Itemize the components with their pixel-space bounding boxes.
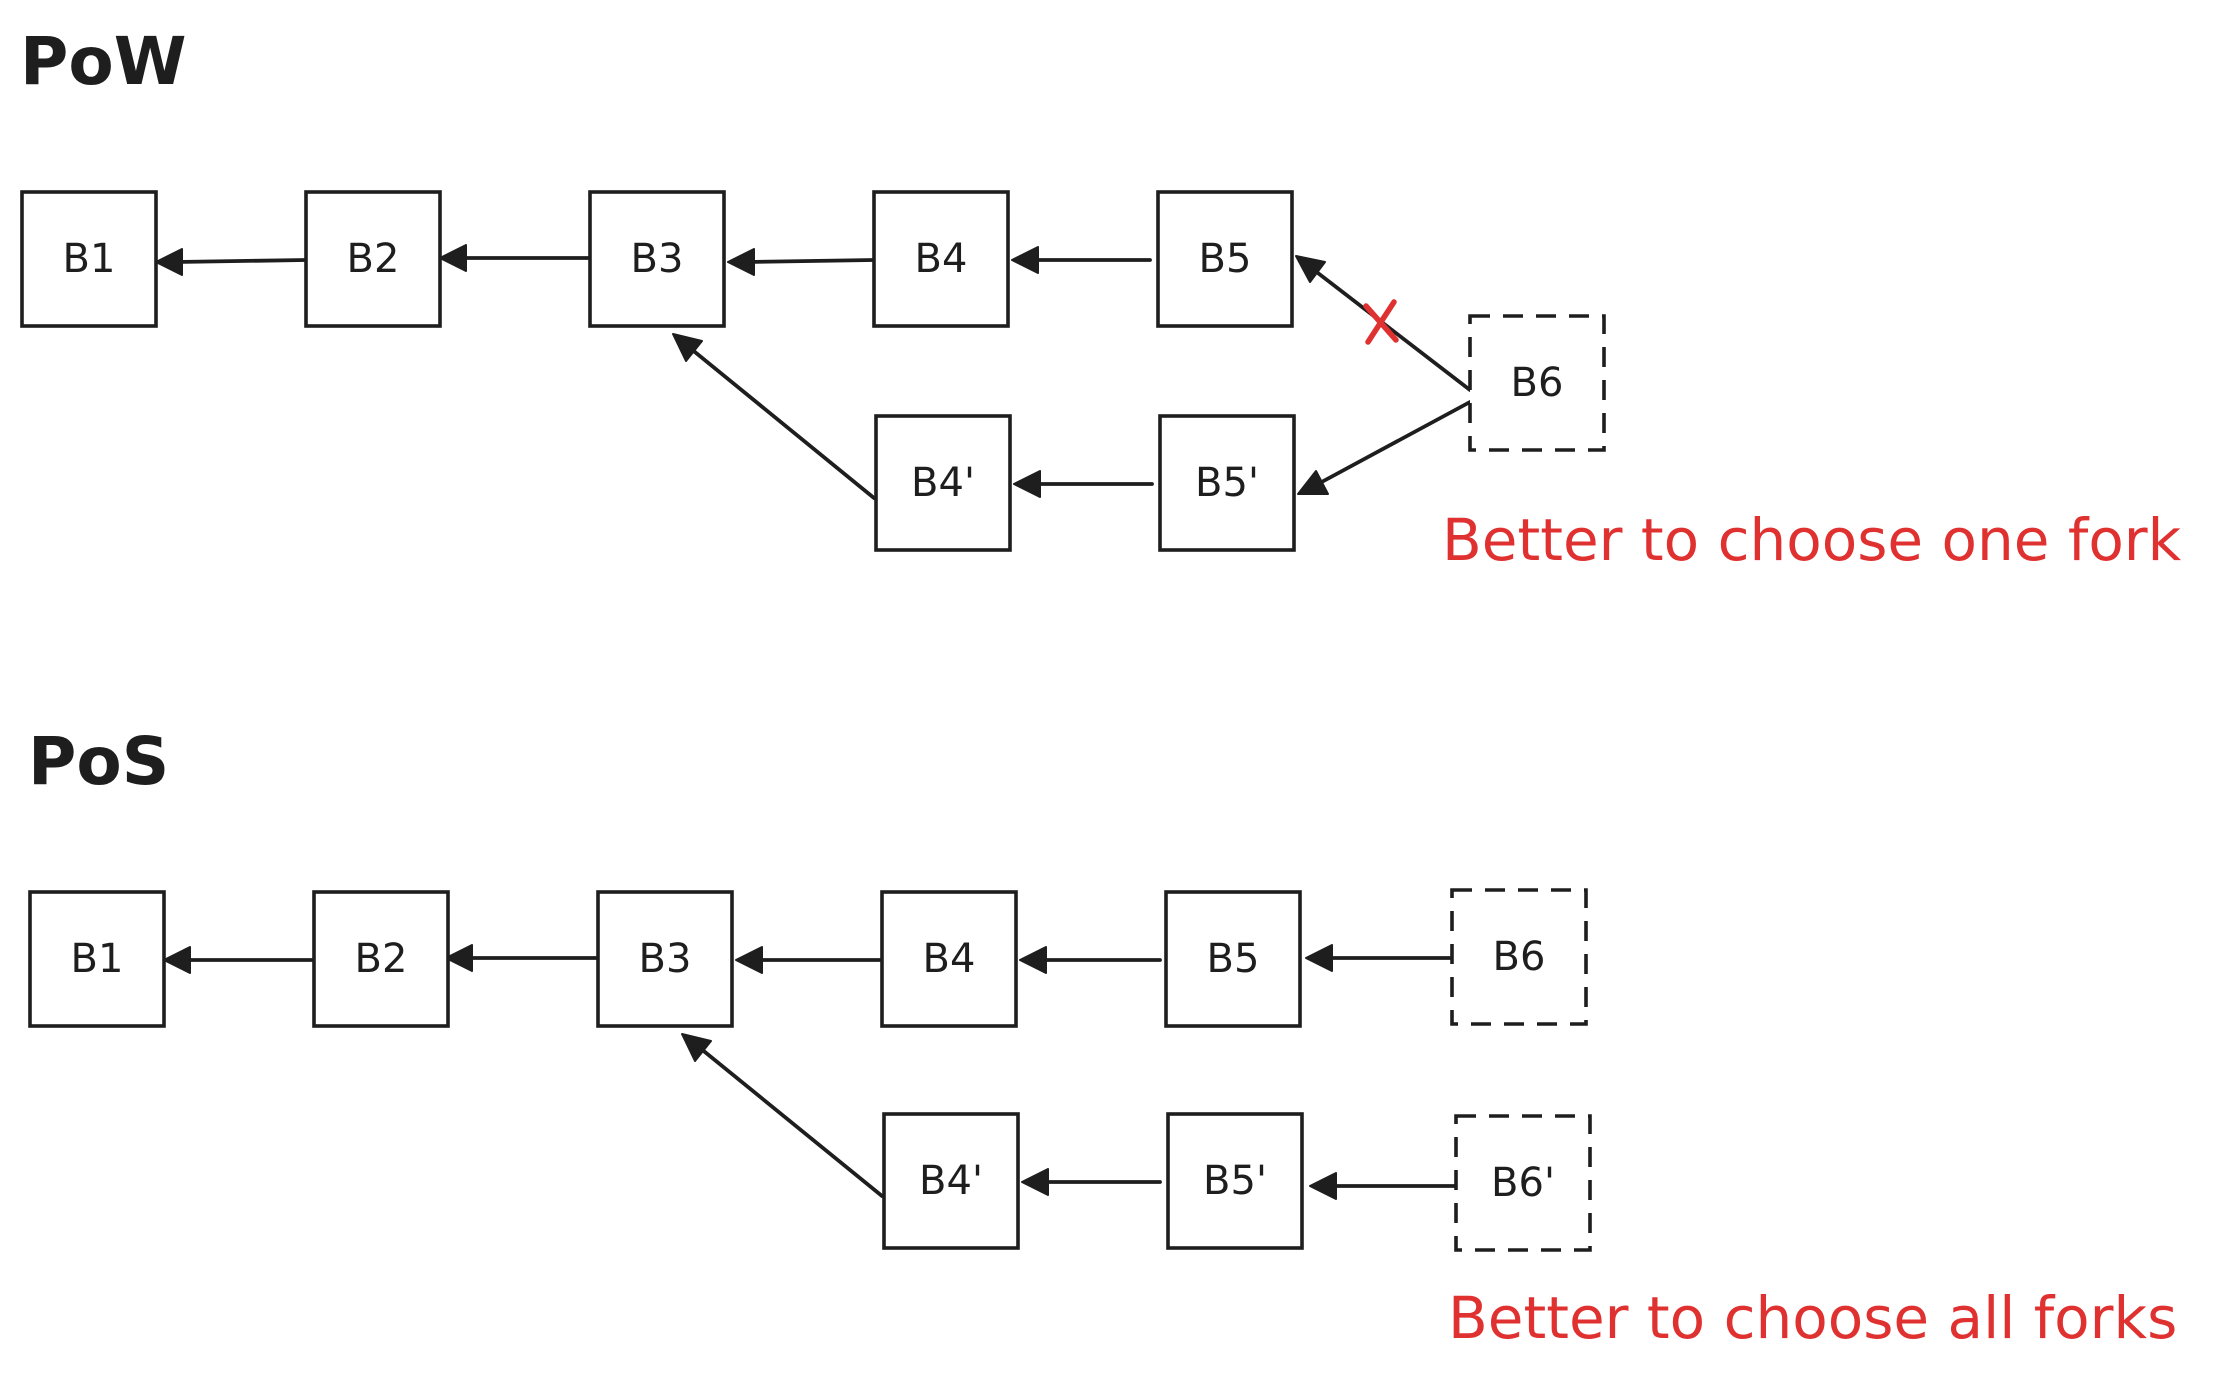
pow-block-b1: B1 <box>20 190 158 328</box>
pow-arrowhead-b5 <box>1295 255 1326 283</box>
block-label: B1 <box>71 936 124 982</box>
block-label: B2 <box>347 236 400 282</box>
block-label: B6 <box>1511 360 1564 406</box>
pow-block-b6-pending: B6 <box>1468 314 1606 452</box>
block-label: B5 <box>1199 236 1252 282</box>
pos-block-b6-prime-pending: B6' <box>1454 1114 1592 1252</box>
block-label: B5 <box>1207 936 1260 982</box>
pow-arrowhead-b1 <box>155 248 183 276</box>
pos-block-b6-pending: B6 <box>1450 888 1588 1026</box>
pos-arrowhead-b3 <box>735 946 763 974</box>
pos-block-b5-prime: B5' <box>1166 1112 1304 1250</box>
pow-block-b4: B4 <box>872 190 1010 328</box>
pos-arrowhead-b1 <box>163 946 191 974</box>
pow-block-b3: B3 <box>588 190 726 328</box>
block-label: B4' <box>911 460 975 506</box>
pos-block-b1: B1 <box>28 890 166 1028</box>
pos-block-b5: B5 <box>1164 890 1302 1028</box>
pos-arrowhead-b2 <box>445 944 473 972</box>
block-label: B5' <box>1195 460 1259 506</box>
block-label: B4 <box>923 936 976 982</box>
pow-note: Better to choose one fork <box>1442 506 2182 574</box>
x-mark-icon <box>1363 299 1399 345</box>
pow-block-b4-prime: B4' <box>874 414 1012 552</box>
pow-arrowhead-b3-fork <box>672 333 703 362</box>
pow-arrowhead-b3 <box>727 248 755 276</box>
block-label: B5' <box>1203 1158 1267 1204</box>
pos-section: PoS B1 B2 <box>28 723 2177 1352</box>
pos-note: Better to choose all forks <box>1448 1284 2177 1352</box>
block-label: B6 <box>1493 934 1546 980</box>
block-label: B3 <box>631 236 684 282</box>
pos-arrowhead-b5p <box>1309 1172 1337 1200</box>
pow-arrowhead-b2 <box>439 244 467 272</box>
block-label: B4 <box>915 236 968 282</box>
pow-title: PoW <box>20 23 187 100</box>
pos-block-b3: B3 <box>596 890 734 1028</box>
pow-arrowhead-b4p <box>1013 470 1041 498</box>
block-label: B4' <box>919 1158 983 1204</box>
pow-arrowhead-b4 <box>1011 246 1039 274</box>
pos-arrowhead-b5 <box>1305 944 1333 972</box>
pos-title: PoS <box>28 723 169 800</box>
pow-edge-b2-b1 <box>174 258 308 264</box>
pos-arrowhead-b4 <box>1019 946 1047 974</box>
pow-edge-b6-b5p <box>1316 400 1472 486</box>
pos-arrowhead-b4p <box>1021 1168 1049 1196</box>
pow-section: PoW B1 <box>20 23 2182 574</box>
pow-block-b2: B2 <box>304 190 442 328</box>
pow-block-b5: B5 <box>1156 190 1294 328</box>
pos-block-b4-prime: B4' <box>882 1112 1020 1250</box>
pow-edge-b4-b3 <box>746 258 876 264</box>
pow-arrowhead-b5p <box>1297 470 1329 495</box>
pow-edge-b6-b5-rejected <box>1312 268 1472 392</box>
pos-block-b4: B4 <box>880 890 1018 1028</box>
block-label: B2 <box>355 936 408 982</box>
block-label: B3 <box>639 936 692 982</box>
pow-edge-b4p-b3 <box>688 346 876 500</box>
block-label: B1 <box>63 236 116 282</box>
pos-edges <box>163 944 1458 1200</box>
pow-edges <box>155 244 1472 500</box>
pos-edge-b4p-b3 <box>698 1046 884 1198</box>
pos-block-b2: B2 <box>312 890 450 1028</box>
block-label: B6' <box>1491 1160 1555 1206</box>
pos-arrowhead-b3-fork <box>681 1033 712 1062</box>
pow-block-b5-prime: B5' <box>1158 414 1296 552</box>
